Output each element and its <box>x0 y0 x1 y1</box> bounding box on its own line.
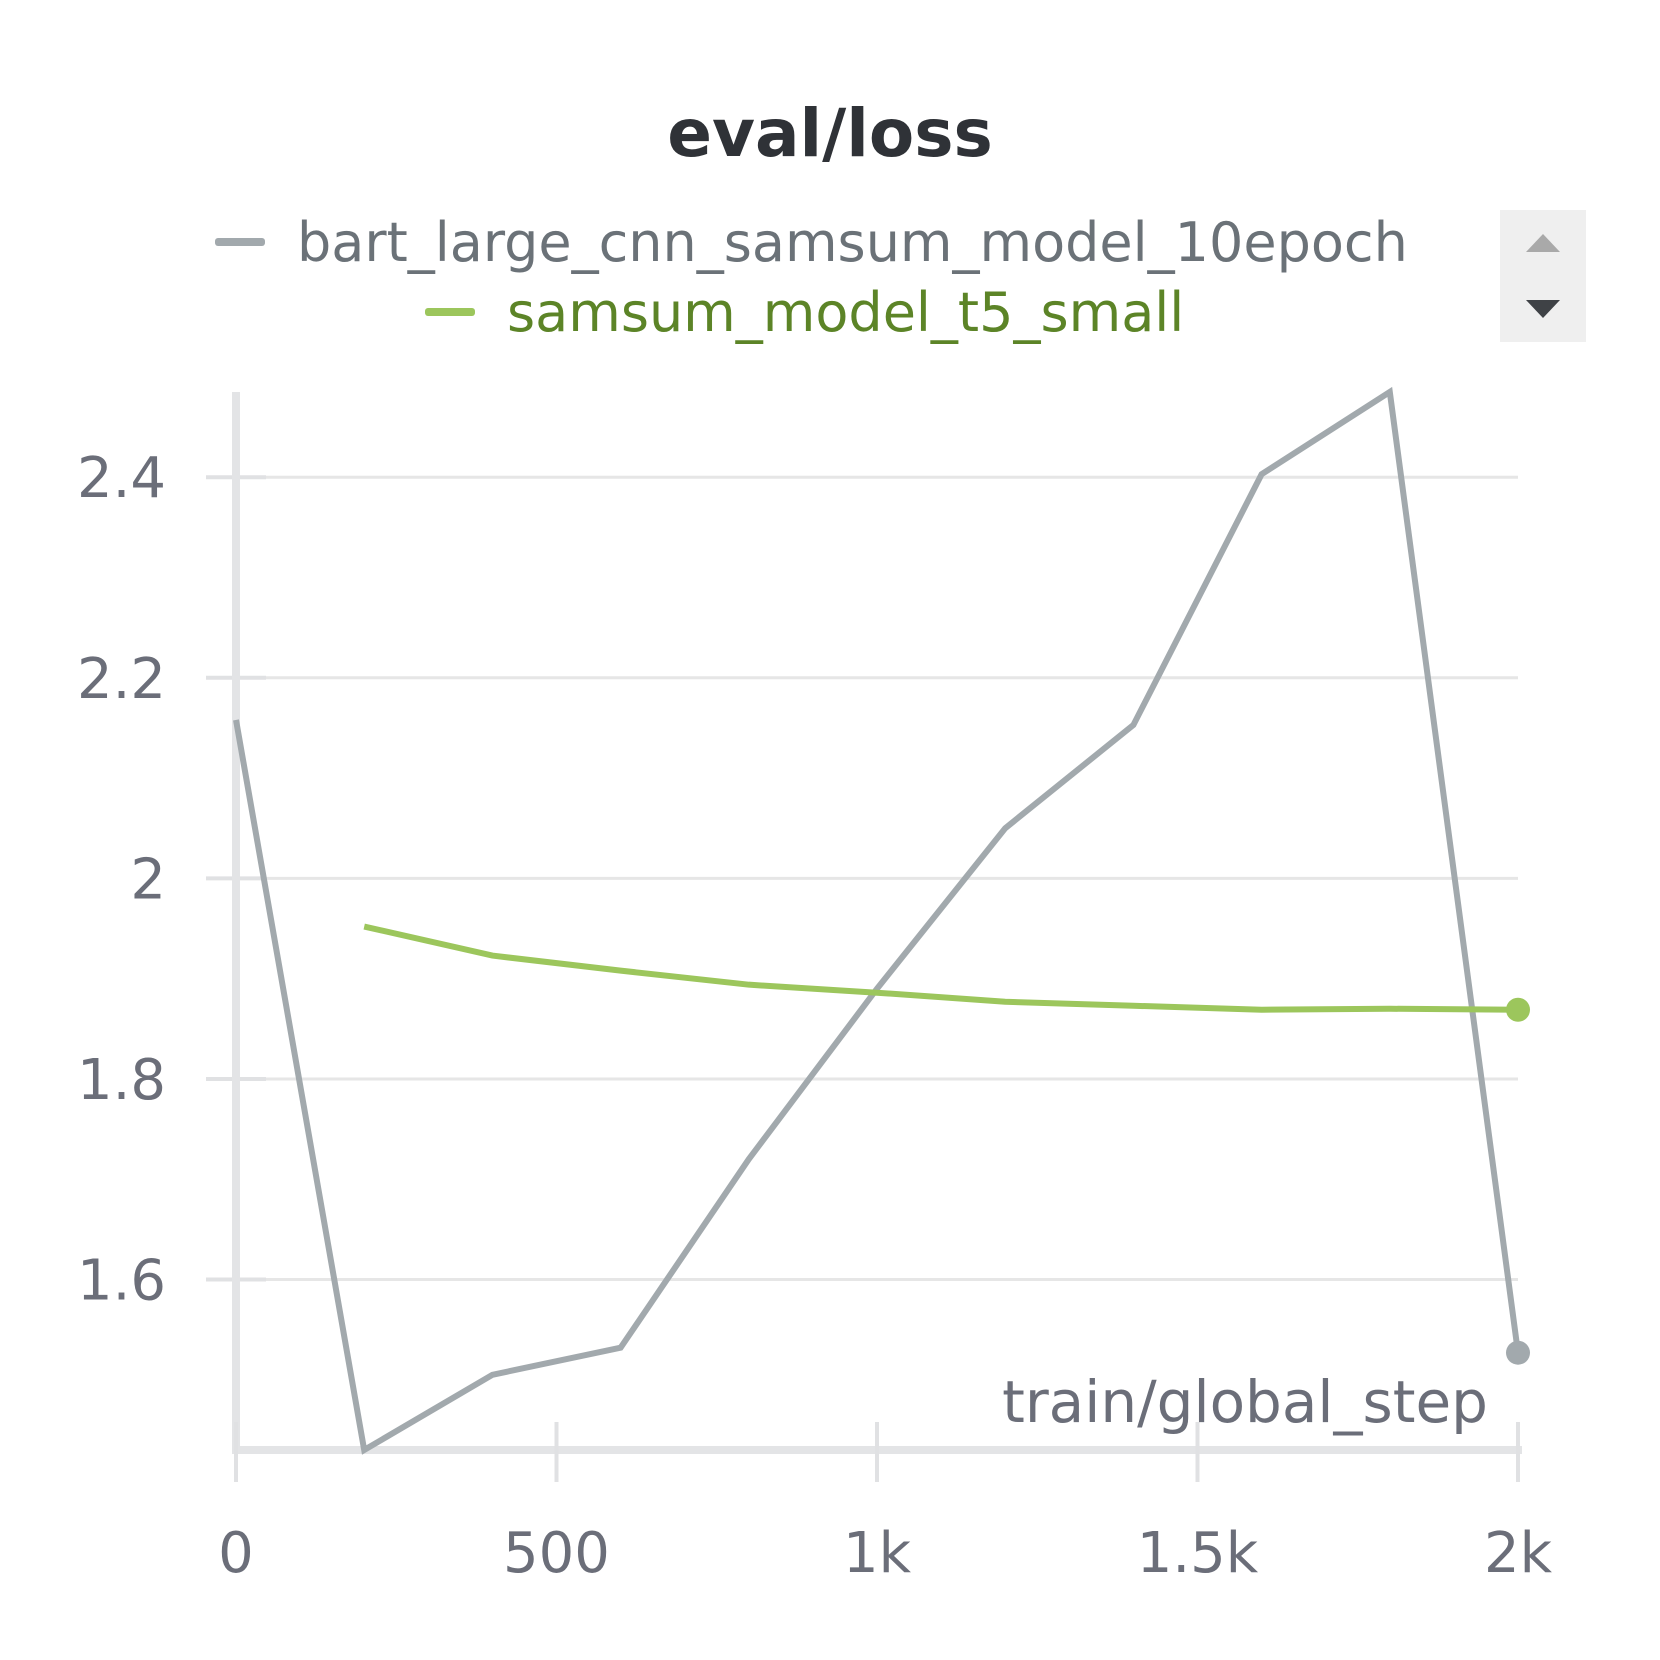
legend-swatch-t5 <box>425 308 475 316</box>
triangle-down-icon <box>1526 300 1560 318</box>
x-axis-title: train/global_step <box>1002 1368 1488 1436</box>
x-tick-label: 1.5k <box>1137 1521 1259 1586</box>
y-tick-label: 1.8 <box>77 1048 166 1113</box>
series-end-marker-1 <box>1506 997 1530 1022</box>
x-tick-label: 2k <box>1484 1521 1553 1586</box>
y-tick-label: 2.2 <box>77 647 166 712</box>
legend-label-bart: bart_large_cnn_samsum_model_10epoch <box>297 210 1408 274</box>
legend-pager <box>1500 210 1586 342</box>
series-end-marker-0 <box>1506 1340 1530 1365</box>
y-tick-label: 1.6 <box>77 1249 166 1314</box>
legend-label-t5: samsum_model_t5_small <box>507 280 1185 344</box>
series-line-0 <box>233 386 1521 1455</box>
y-tick-label: 2 <box>130 847 166 912</box>
series-line-1 <box>363 923 1519 1013</box>
x-tick-label: 0 <box>218 1521 254 1586</box>
x-tick-label: 500 <box>503 1521 610 1586</box>
y-tick-label: 2.4 <box>77 446 166 511</box>
legend-page-down-button[interactable] <box>1500 276 1586 342</box>
legend-item-bart[interactable]: bart_large_cnn_samsum_model_10epoch <box>215 210 1408 274</box>
triangle-up-icon <box>1526 234 1560 252</box>
x-tick-label: 1k <box>843 1521 912 1586</box>
legend-swatch-bart <box>215 238 265 246</box>
chart-title: eval/loss <box>667 95 993 172</box>
legend-page-up-button[interactable] <box>1500 210 1586 276</box>
legend-item-t5[interactable]: samsum_model_t5_small <box>425 280 1184 344</box>
